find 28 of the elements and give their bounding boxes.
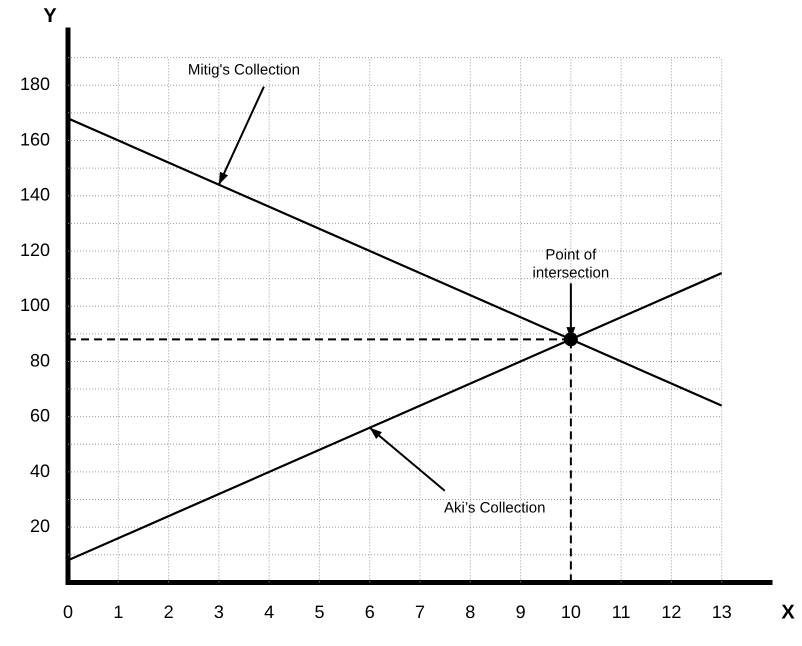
x-tick-label: 7 (415, 602, 426, 622)
y-tick-label: 120 (20, 240, 50, 260)
x-tick-label: 12 (661, 602, 682, 622)
y-axis-title: Y (43, 5, 58, 27)
y-tick-label: 80 (30, 350, 50, 370)
y-tick-label: 180 (20, 74, 50, 94)
y-tick-label: 40 (30, 460, 50, 481)
x-tick-label: 8 (465, 602, 476, 622)
x-tick-label: 11 (612, 602, 630, 622)
y-tick-label: 160 (20, 129, 50, 150)
x-tick-label: 6 (364, 602, 375, 622)
x-tick-label: 9 (516, 602, 526, 622)
x-tick-label: 10 (560, 602, 581, 622)
x-tick-label: 0 (63, 602, 74, 622)
y-tick-label: 20 (30, 516, 50, 536)
x-tick-label: 1 (113, 602, 124, 622)
y-tick-label: 60 (30, 406, 50, 426)
x-tick-label: 4 (264, 602, 274, 622)
y-tick-label: 140 (20, 184, 50, 205)
annotation: Mitig's Collection (188, 62, 300, 79)
x-axis-title: X (781, 601, 796, 624)
x-tick-label: 2 (164, 602, 174, 622)
x-tick-label: 13 (712, 602, 732, 622)
x-tick-label: 5 (314, 602, 324, 622)
y-tick-label: 100 (20, 295, 50, 316)
x-tick-label: 3 (214, 602, 224, 622)
annotation: Aki’s Collection (444, 500, 546, 517)
annotation: Point of intersection (532, 246, 610, 282)
